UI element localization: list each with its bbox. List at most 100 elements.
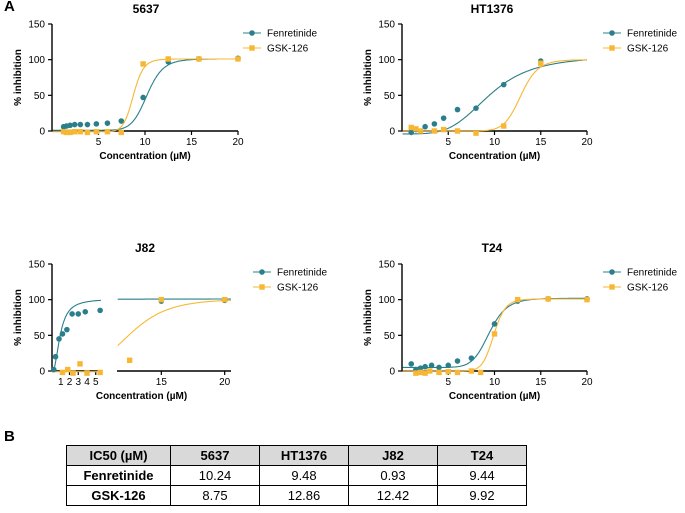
y-tick-label: 150	[28, 20, 45, 31]
x-tick-label: 5	[93, 377, 99, 388]
gsk126-fit-curve	[52, 58, 238, 133]
y-tick-label: 50	[384, 331, 396, 342]
fenretinide-point	[422, 123, 428, 130]
table-header-cell: T24	[437, 445, 527, 466]
legend-label: GSK-126	[277, 283, 319, 294]
gsk126-point	[514, 296, 521, 303]
table-header-cell: J82	[348, 445, 438, 466]
fenretinide-point	[75, 311, 82, 317]
gsk126-point	[468, 368, 475, 374]
fenretinide-fit-curve	[52, 58, 238, 131]
chart-panel-5637: 5637 0 50 100 150 5 10 15 20 Concentration (µM) % …	[13, 2, 317, 162]
legend-label: Fenretinide	[627, 29, 677, 40]
table-header-row: IC50 (µM) 5637 HT1376 J82 T24	[66, 445, 527, 466]
fenretinide-point	[118, 118, 125, 124]
legend-marker-fenretinide	[249, 30, 255, 36]
fenretinide-point	[97, 307, 103, 314]
gsk126-point	[545, 296, 551, 302]
gsk126-point	[436, 369, 442, 376]
fenretinide-point	[440, 115, 447, 121]
y-tick-label: 0	[39, 127, 45, 138]
y-tick-label: 150	[378, 20, 395, 31]
fenretinide-point	[67, 122, 73, 129]
gsk126-point	[235, 56, 241, 62]
x-tick-label: 1	[58, 377, 64, 388]
x-tick-label: 15	[535, 137, 547, 148]
gsk126-point	[97, 369, 103, 376]
x-tick-label: 20	[581, 377, 593, 388]
gsk126-point	[417, 369, 424, 376]
gsk126-point	[431, 128, 438, 134]
gsk126-point	[413, 126, 419, 132]
gsk126-point	[126, 357, 133, 363]
y-tick-label: 150	[28, 260, 45, 271]
gsk126-point	[440, 126, 447, 133]
y-axis-label: % inhibition	[13, 49, 24, 106]
chart-panel-j82: J82 0 50 100 150 1 2 3 4 5 15 20 Concentration (µM)%…	[13, 241, 327, 402]
y-axis-label: % inhibition	[363, 49, 374, 106]
gsk126-point	[84, 129, 91, 136]
panel-label-a: A	[4, 0, 15, 15]
legend-label: Fenretinide	[267, 29, 317, 40]
gsk126-point	[70, 370, 76, 376]
legend-marker-gsk126	[249, 45, 255, 51]
gsk126-point	[65, 366, 71, 373]
y-tick-label: 50	[384, 91, 396, 102]
fenretinide-point	[77, 121, 84, 128]
gsk126-point	[454, 369, 461, 376]
gsk126-point	[196, 56, 202, 62]
legend-label: GSK-126	[267, 44, 309, 55]
x-tick-label: 2	[67, 377, 73, 388]
gsk126-point	[221, 296, 228, 303]
fenretinide-point	[431, 121, 438, 127]
legend-label: GSK-126	[627, 44, 669, 55]
fenretinide-point	[93, 121, 100, 127]
fenretinide-point	[82, 308, 89, 315]
fenretinide-point	[52, 353, 59, 360]
chart-title: HT1376	[471, 2, 514, 16]
x-tick-label: 10	[139, 137, 151, 148]
gsk126-point	[67, 129, 73, 136]
legend-marker-gsk126	[259, 284, 265, 290]
fenretinide-point	[104, 120, 111, 126]
fenretinide-point	[417, 365, 424, 371]
x-tick-label: 4	[84, 377, 90, 388]
x-tick-label: 5	[445, 377, 451, 388]
chart-panel-t24: T24 0 50 100 150 5 10 15 20 Concentration (µM) % i…	[363, 241, 677, 402]
x-tick-label: 20	[232, 137, 244, 148]
gsk126-point	[473, 130, 479, 136]
table-cell: 12.86	[259, 485, 349, 506]
y-tick-label: 0	[389, 367, 395, 378]
ic50-table: IC50 (µM) 5637 HT1376 J82 T24 Fenretinid…	[66, 445, 527, 506]
gsk126-point	[417, 128, 424, 134]
fenretinide-point	[454, 358, 461, 364]
fenretinide-point	[140, 94, 146, 101]
y-tick-label: 150	[378, 260, 395, 271]
gsk126-point	[427, 368, 433, 374]
legend-label: Fenretinide	[277, 268, 327, 279]
fenretinide-point	[84, 121, 91, 128]
x-tick-label: 15	[186, 137, 198, 148]
x-tick-label: 20	[219, 377, 231, 388]
legend-marker-fenretinide	[259, 269, 265, 275]
fenretinide-point	[436, 364, 442, 371]
gsk126-point	[59, 369, 66, 376]
legend-marker-gsk126	[609, 45, 615, 51]
gsk126-point	[118, 129, 124, 136]
gsk126-point	[501, 123, 507, 129]
table-row: Fenretinide 10.24 9.48 0.93 9.44	[66, 465, 527, 486]
panel-label-b: B	[4, 428, 15, 445]
x-tick-label: 10	[489, 377, 501, 388]
chart-title: 5637	[133, 2, 160, 16]
y-tick-label: 0	[389, 127, 395, 138]
gsk126-point	[77, 361, 83, 367]
chart-panel-ht1376: HT1376 0 50 100 150 5 10 15 20 Concentration (µM)…	[363, 2, 677, 162]
table-cell: 9.44	[437, 465, 527, 486]
fenretinide-point	[71, 121, 78, 128]
gsk126-point	[104, 129, 111, 135]
gsk126-point	[445, 369, 451, 375]
legend-label: GSK-126	[627, 283, 669, 294]
gsk126-point	[477, 369, 484, 376]
x-tick-label: 10	[489, 137, 501, 148]
